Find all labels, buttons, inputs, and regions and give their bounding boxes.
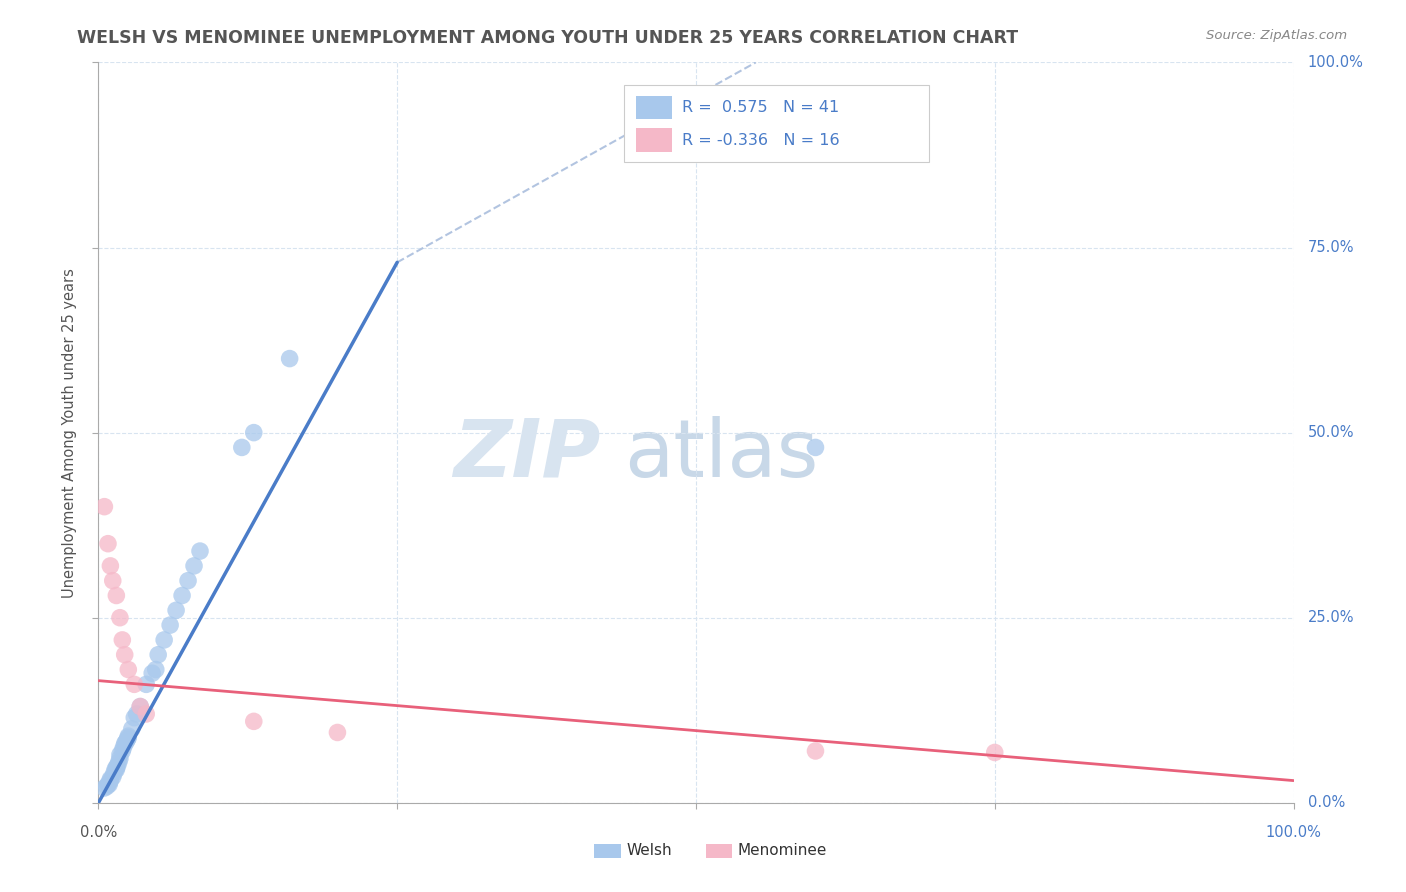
Point: [101, 574, 124, 588]
Point: [278, 351, 301, 366]
Text: R = -0.336   N = 16: R = -0.336 N = 16: [682, 133, 839, 148]
Point: [115, 732, 138, 747]
Text: 0.0%: 0.0%: [80, 825, 117, 840]
Point: [177, 574, 200, 588]
Point: [98, 777, 121, 791]
FancyBboxPatch shape: [624, 85, 929, 162]
FancyBboxPatch shape: [637, 95, 672, 120]
Point: [108, 747, 131, 762]
Text: 100.0%: 100.0%: [1308, 55, 1364, 70]
Point: [188, 544, 211, 558]
Point: [124, 677, 146, 691]
Point: [124, 711, 146, 725]
Text: 25.0%: 25.0%: [1308, 610, 1354, 625]
Point: [97, 536, 120, 550]
Point: [111, 744, 134, 758]
Point: [243, 425, 266, 440]
Point: [98, 772, 122, 786]
Text: 75.0%: 75.0%: [1308, 240, 1354, 255]
Point: [148, 648, 170, 662]
Point: [115, 735, 138, 749]
Point: [804, 441, 827, 455]
Text: Source: ZipAtlas.com: Source: ZipAtlas.com: [1206, 29, 1347, 42]
Point: [129, 699, 152, 714]
Point: [107, 758, 129, 772]
Point: [98, 773, 122, 788]
Point: [98, 558, 122, 573]
Point: [114, 737, 136, 751]
Point: [112, 740, 135, 755]
Point: [93, 780, 115, 795]
FancyBboxPatch shape: [595, 844, 620, 858]
Point: [135, 677, 157, 691]
Text: R =  0.575   N = 41: R = 0.575 N = 41: [682, 100, 839, 115]
Point: [107, 755, 129, 769]
Text: 0.0%: 0.0%: [1308, 796, 1346, 810]
Point: [117, 731, 139, 745]
Point: [141, 666, 163, 681]
Point: [96, 780, 118, 794]
Text: 50.0%: 50.0%: [1308, 425, 1354, 440]
Point: [103, 766, 125, 780]
Point: [231, 441, 253, 455]
Point: [165, 603, 187, 617]
Point: [159, 618, 181, 632]
Point: [105, 763, 128, 777]
Text: WELSH VS MENOMINEE UNEMPLOYMENT AMONG YOUTH UNDER 25 YEARS CORRELATION CHART: WELSH VS MENOMINEE UNEMPLOYMENT AMONG YO…: [77, 29, 1018, 46]
Text: ZIP: ZIP: [453, 416, 600, 494]
Y-axis label: Unemployment Among Youth under 25 years: Unemployment Among Youth under 25 years: [62, 268, 77, 598]
Text: atlas: atlas: [624, 416, 818, 494]
Point: [129, 699, 152, 714]
Point: [135, 706, 157, 721]
Point: [108, 610, 131, 624]
Point: [117, 729, 139, 743]
Point: [105, 760, 128, 774]
Point: [243, 714, 266, 729]
Point: [101, 770, 124, 784]
Text: Menominee: Menominee: [738, 844, 827, 858]
Point: [145, 663, 167, 677]
Point: [183, 558, 205, 573]
Point: [326, 725, 349, 739]
Point: [153, 632, 176, 647]
Point: [804, 744, 827, 758]
Point: [104, 763, 127, 777]
Point: [114, 648, 136, 662]
FancyBboxPatch shape: [637, 128, 672, 152]
Point: [172, 589, 194, 603]
Point: [984, 746, 1007, 760]
Text: Welsh: Welsh: [627, 844, 672, 858]
Point: [111, 632, 134, 647]
FancyBboxPatch shape: [706, 844, 733, 858]
Point: [121, 722, 143, 736]
Point: [97, 777, 120, 791]
Point: [108, 751, 131, 765]
Point: [117, 663, 139, 677]
Text: 100.0%: 100.0%: [1265, 825, 1322, 840]
Point: [93, 500, 115, 514]
Point: [105, 589, 128, 603]
Point: [125, 706, 148, 721]
